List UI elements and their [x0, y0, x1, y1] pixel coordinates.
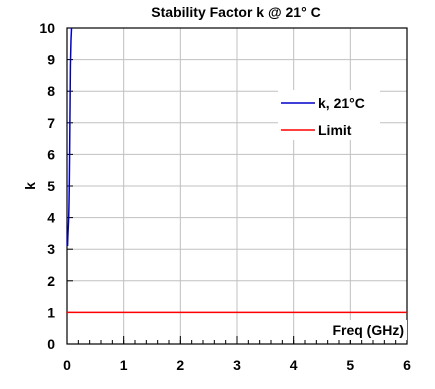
- x-tick-labels: 0 1 2 3 4 5 6: [63, 357, 411, 373]
- x-tick-label: 4: [290, 357, 298, 373]
- x-tick-label: 2: [176, 357, 184, 373]
- y-tick-labels: 0 1 2 3 4 5 6 7 8 9 10: [39, 20, 55, 352]
- y-tick-label: 5: [47, 178, 55, 194]
- y-tick-label: 3: [47, 241, 55, 257]
- y-tick-label: 9: [47, 52, 55, 68]
- legend-background: [278, 90, 380, 140]
- grid: [67, 28, 407, 344]
- y-tick-label: 4: [47, 210, 55, 226]
- xlabel-background: [318, 320, 407, 340]
- series-line-k-21-c: [66, 27, 73, 247]
- series-layer: [66, 27, 407, 314]
- legend-label-k-21c: k, 21°C: [318, 95, 365, 111]
- legend-label-limit: Limit: [318, 122, 352, 138]
- y-axis-label: k: [22, 182, 38, 190]
- y-tick-label: 7: [47, 115, 55, 131]
- y-tick-label: 6: [47, 146, 55, 162]
- y-tick-label: 10: [39, 20, 55, 36]
- x-axis-label: Freq (GHz): [332, 322, 404, 338]
- chart-title: Stability Factor k @ 21° C: [151, 4, 320, 20]
- x-tick-label: 5: [346, 357, 354, 373]
- y-tick-label: 0: [47, 336, 55, 352]
- x-tick-label: 1: [120, 357, 128, 373]
- legend: k, 21°C Limit: [278, 90, 380, 140]
- y-tick-label: 2: [47, 273, 55, 289]
- x-tick-label: 0: [63, 357, 71, 373]
- x-tick-label: 6: [403, 357, 411, 373]
- y-tick-label: 1: [47, 304, 55, 320]
- y-tick-label: 8: [47, 83, 55, 99]
- x-tick-label: 3: [233, 357, 241, 373]
